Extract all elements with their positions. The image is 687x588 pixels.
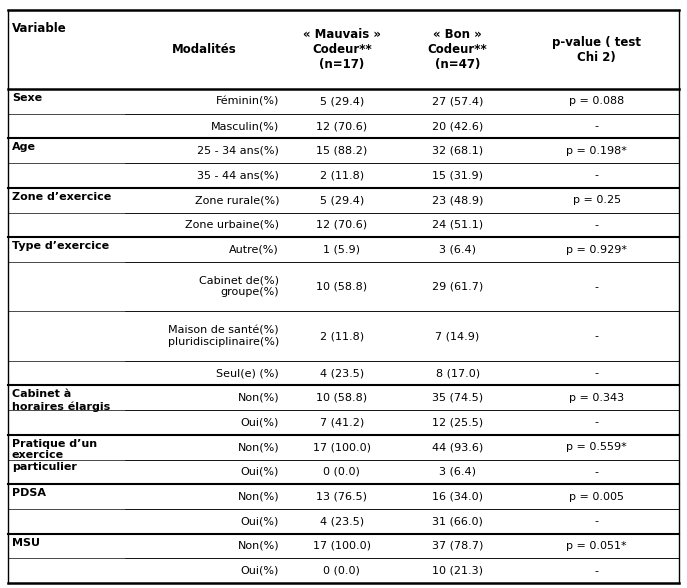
Text: 37 (78.7): 37 (78.7) — [432, 541, 483, 551]
Text: -: - — [595, 121, 599, 131]
Text: 0 (0.0): 0 (0.0) — [324, 566, 360, 576]
Text: -: - — [595, 516, 599, 526]
Text: -: - — [595, 566, 599, 576]
Text: Cabinet à
horaires élargis: Cabinet à horaires élargis — [12, 389, 110, 412]
Text: p-value ( test
Chi 2): p-value ( test Chi 2) — [552, 35, 641, 64]
Text: 1 (5.9): 1 (5.9) — [324, 245, 360, 255]
Text: 7 (14.9): 7 (14.9) — [436, 331, 480, 341]
Text: 15 (88.2): 15 (88.2) — [316, 146, 368, 156]
Text: 15 (31.9): 15 (31.9) — [432, 171, 483, 181]
Text: Zone rurale(%): Zone rurale(%) — [194, 195, 279, 205]
Text: Sexe: Sexe — [12, 93, 42, 103]
Text: 35 (74.5): 35 (74.5) — [432, 393, 483, 403]
Text: « Bon »
Codeur**
(n=47): « Bon » Codeur** (n=47) — [428, 28, 488, 71]
Text: 5 (29.4): 5 (29.4) — [319, 96, 364, 106]
Text: Seul(e) (%): Seul(e) (%) — [216, 368, 279, 378]
Text: 44 (93.6): 44 (93.6) — [432, 442, 483, 452]
Text: -: - — [595, 171, 599, 181]
Text: Oui(%): Oui(%) — [240, 467, 279, 477]
Text: Oui(%): Oui(%) — [240, 566, 279, 576]
Text: p = 0.051*: p = 0.051* — [567, 541, 627, 551]
Text: 17 (100.0): 17 (100.0) — [313, 442, 371, 452]
Text: -: - — [595, 331, 599, 341]
Text: 5 (29.4): 5 (29.4) — [319, 195, 364, 205]
Text: -: - — [595, 282, 599, 292]
Text: Pratique d’un
exercice
particulier: Pratique d’un exercice particulier — [12, 439, 97, 472]
Text: Cabinet de(%)
groupe(%): Cabinet de(%) groupe(%) — [199, 276, 279, 298]
Text: Age: Age — [12, 142, 36, 152]
Text: Féminin(%): Féminin(%) — [216, 96, 279, 106]
Text: 7 (41.2): 7 (41.2) — [319, 417, 364, 427]
Text: 0 (0.0): 0 (0.0) — [324, 467, 360, 477]
Text: Non(%): Non(%) — [238, 541, 279, 551]
Text: 35 - 44 ans(%): 35 - 44 ans(%) — [197, 171, 279, 181]
Text: 3 (6.4): 3 (6.4) — [439, 467, 476, 477]
Text: Autre(%): Autre(%) — [229, 245, 279, 255]
Text: p = 0.929*: p = 0.929* — [566, 245, 627, 255]
Text: « Mauvais »
Codeur**
(n=17): « Mauvais » Codeur** (n=17) — [303, 28, 381, 71]
Text: p = 0.088: p = 0.088 — [569, 96, 624, 106]
Text: 12 (25.5): 12 (25.5) — [432, 417, 483, 427]
Text: 16 (34.0): 16 (34.0) — [432, 492, 483, 502]
Text: Non(%): Non(%) — [238, 492, 279, 502]
Text: 10 (58.8): 10 (58.8) — [316, 393, 368, 403]
Text: 24 (51.1): 24 (51.1) — [432, 220, 483, 230]
Text: 2 (11.8): 2 (11.8) — [319, 171, 364, 181]
Text: 32 (68.1): 32 (68.1) — [432, 146, 483, 156]
Text: 4 (23.5): 4 (23.5) — [319, 516, 364, 526]
Text: 12 (70.6): 12 (70.6) — [316, 220, 368, 230]
Text: Variable: Variable — [12, 22, 67, 35]
Text: 8 (17.0): 8 (17.0) — [436, 368, 480, 378]
Text: Modalités: Modalités — [172, 43, 236, 56]
Text: -: - — [595, 368, 599, 378]
Text: 25 - 34 ans(%): 25 - 34 ans(%) — [197, 146, 279, 156]
Text: p = 0.343: p = 0.343 — [570, 393, 624, 403]
Text: 23 (48.9): 23 (48.9) — [432, 195, 483, 205]
Text: 10 (58.8): 10 (58.8) — [316, 282, 368, 292]
Text: 2 (11.8): 2 (11.8) — [319, 331, 364, 341]
Text: -: - — [595, 467, 599, 477]
Text: p = 0.559*: p = 0.559* — [566, 442, 627, 452]
Text: 10 (21.3): 10 (21.3) — [432, 566, 483, 576]
Text: p = 0.198*: p = 0.198* — [566, 146, 627, 156]
Text: Non(%): Non(%) — [238, 393, 279, 403]
Text: 17 (100.0): 17 (100.0) — [313, 541, 371, 551]
Text: 12 (70.6): 12 (70.6) — [316, 121, 368, 131]
Text: 27 (57.4): 27 (57.4) — [432, 96, 483, 106]
Text: 13 (76.5): 13 (76.5) — [316, 492, 368, 502]
Text: Oui(%): Oui(%) — [240, 516, 279, 526]
Text: p = 0.25: p = 0.25 — [573, 195, 621, 205]
Text: 3 (6.4): 3 (6.4) — [439, 245, 476, 255]
Text: MSU: MSU — [12, 537, 40, 547]
Text: Non(%): Non(%) — [238, 442, 279, 452]
Text: Masculin(%): Masculin(%) — [211, 121, 279, 131]
Text: 20 (42.6): 20 (42.6) — [432, 121, 483, 131]
Text: Type d’exercice: Type d’exercice — [12, 241, 109, 251]
Text: p = 0.005: p = 0.005 — [570, 492, 624, 502]
Text: 31 (66.0): 31 (66.0) — [432, 516, 483, 526]
Text: 4 (23.5): 4 (23.5) — [319, 368, 364, 378]
Text: PDSA: PDSA — [12, 488, 46, 498]
Text: Zone d’exercice: Zone d’exercice — [12, 192, 111, 202]
Text: Oui(%): Oui(%) — [240, 417, 279, 427]
Text: 29 (61.7): 29 (61.7) — [432, 282, 483, 292]
Text: -: - — [595, 220, 599, 230]
Text: Maison de santé(%)
pluridisciplinaire(%): Maison de santé(%) pluridisciplinaire(%) — [168, 325, 279, 347]
Text: -: - — [595, 417, 599, 427]
Text: Zone urbaine(%): Zone urbaine(%) — [185, 220, 279, 230]
